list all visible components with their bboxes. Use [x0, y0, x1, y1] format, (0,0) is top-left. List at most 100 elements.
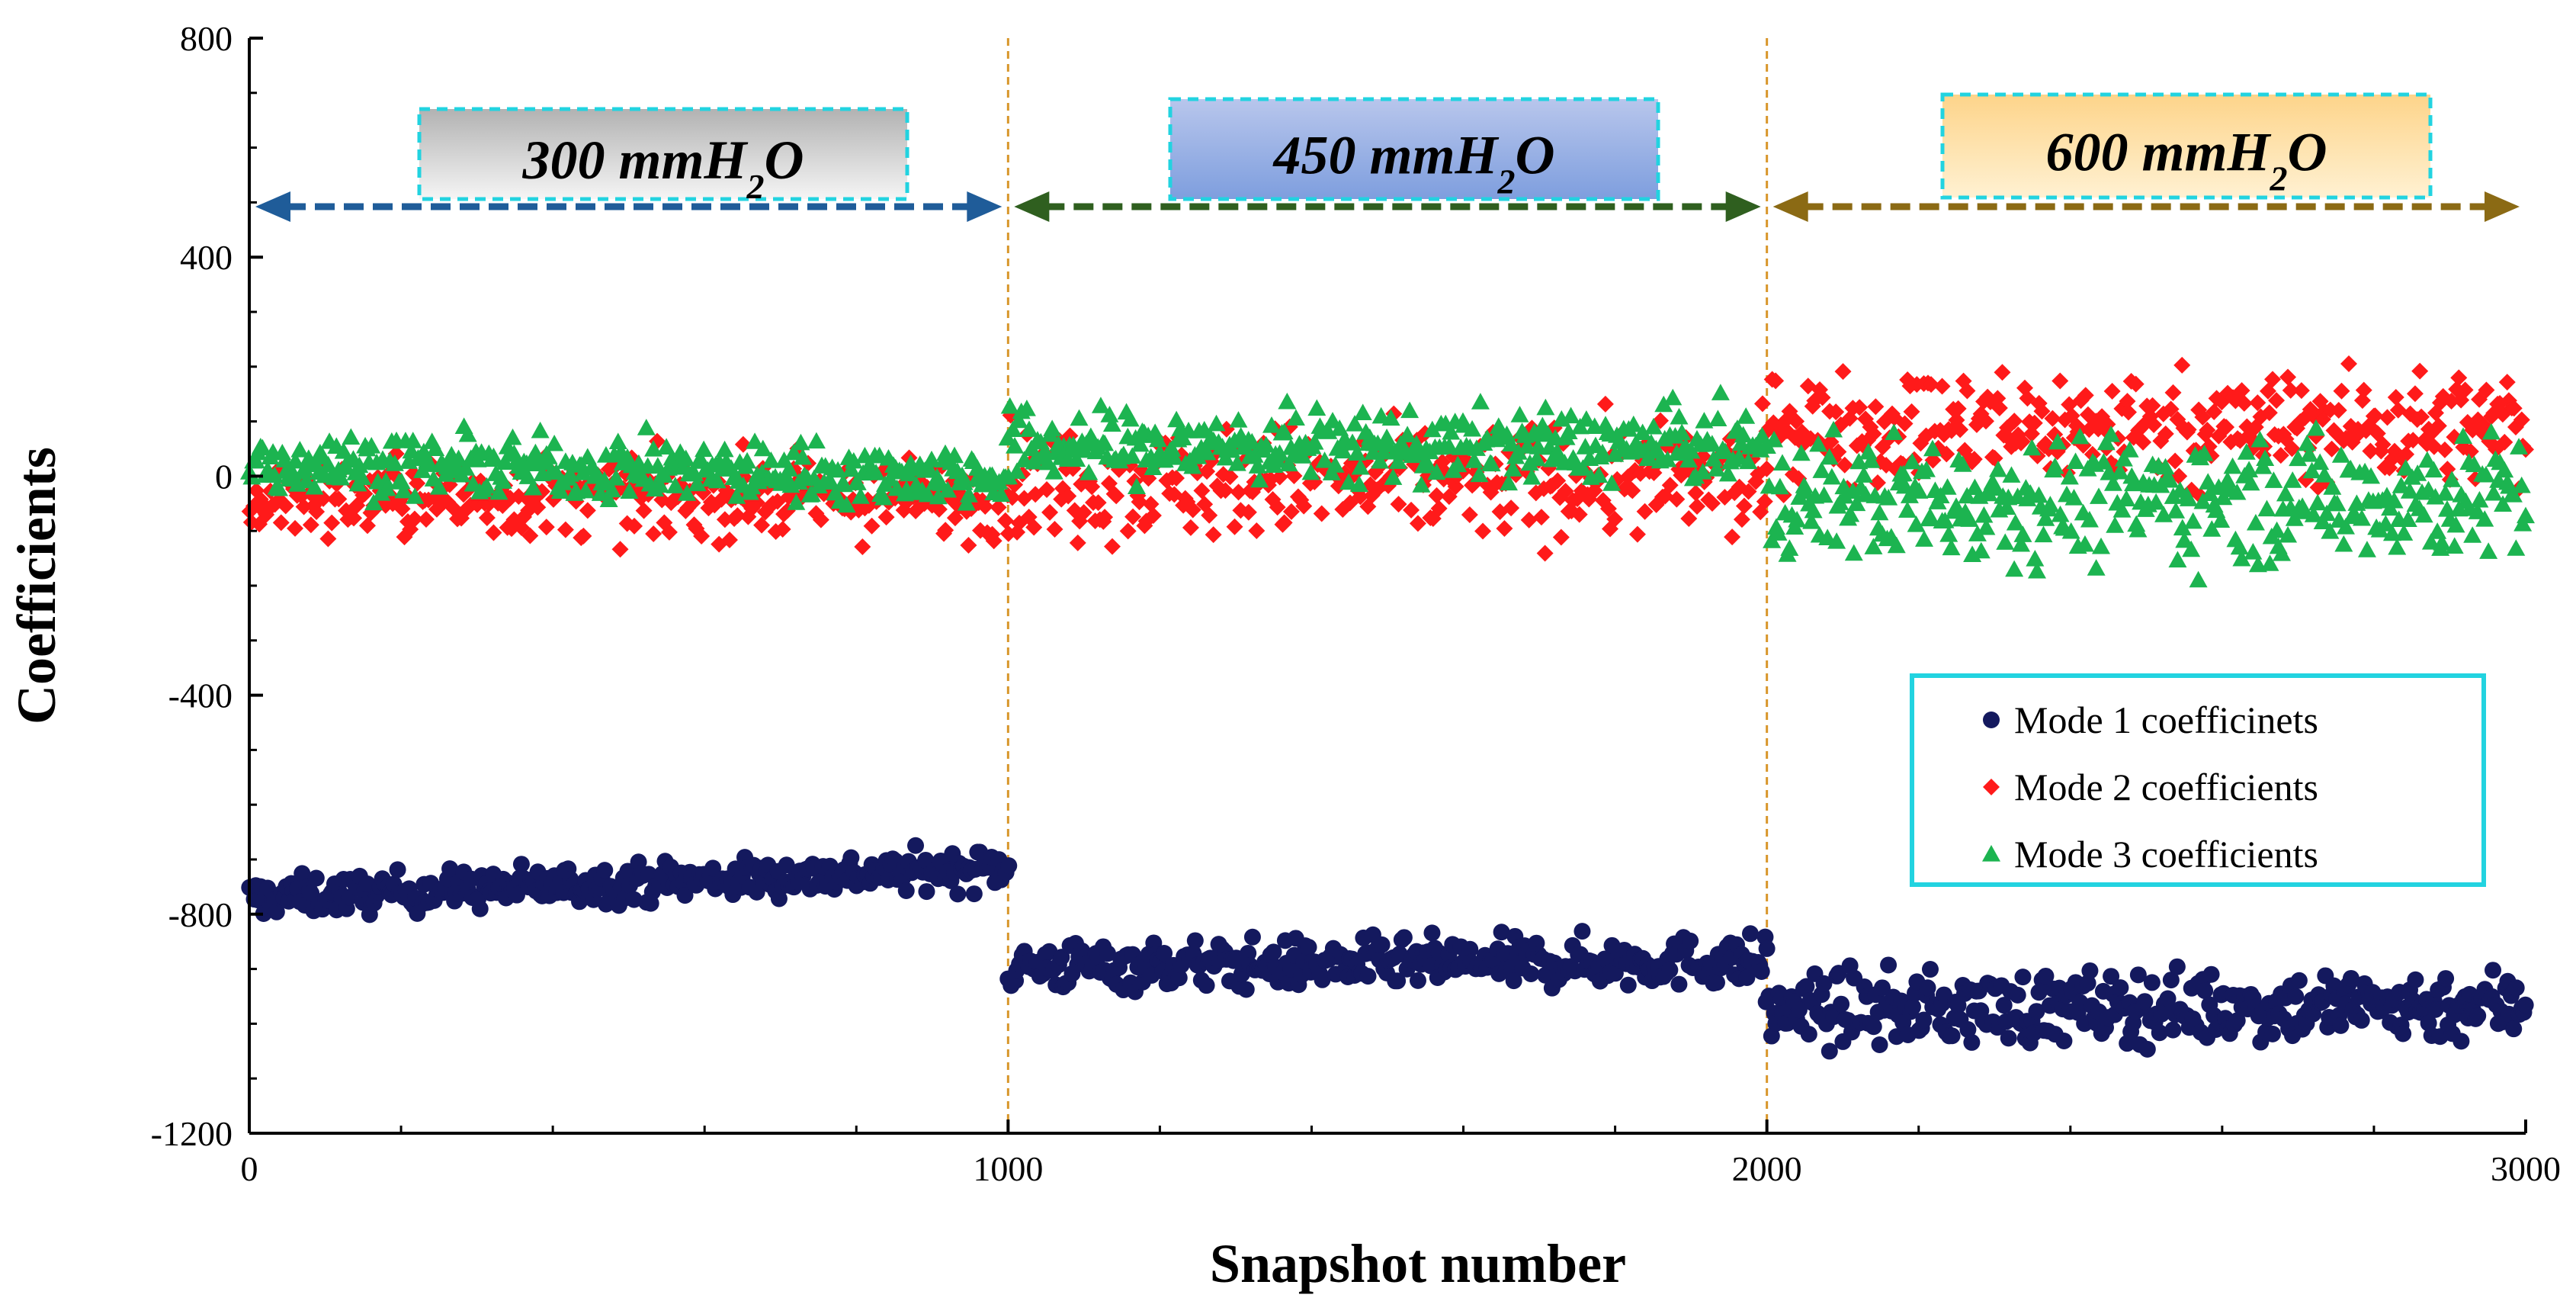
data-point [2129, 966, 2147, 984]
data-point [2452, 1033, 2470, 1050]
data-point [557, 521, 574, 538]
data-point [2081, 962, 2099, 979]
data-point [1502, 435, 1521, 451]
data-point [1520, 511, 1538, 528]
data-point [2164, 384, 2182, 401]
data-point [2235, 394, 2253, 412]
data-point [922, 450, 942, 467]
x-tick-label: 3000 [2491, 1149, 2561, 1188]
data-point [1313, 505, 1330, 522]
data-point [1373, 936, 1391, 953]
data-point [1505, 972, 1522, 990]
data-point [1682, 442, 1701, 459]
data-point [1991, 399, 2008, 416]
data-point [2462, 442, 2479, 460]
data-point [539, 448, 558, 464]
data-point [651, 476, 670, 493]
data-point [2103, 382, 2121, 400]
data-point [2469, 1007, 2487, 1024]
data-point [1046, 520, 1063, 538]
data-point [2318, 504, 2337, 522]
data-point [1278, 392, 1297, 410]
data-point [512, 856, 530, 873]
data-point [957, 493, 976, 511]
data-point [406, 510, 423, 528]
data-point [1423, 420, 1442, 438]
data-point [2311, 453, 2330, 471]
data-point [2436, 484, 2455, 501]
data-point [2334, 535, 2353, 552]
data-point [1624, 482, 1641, 500]
data-point [1687, 484, 1705, 502]
data-point [1102, 415, 1121, 432]
data-point [693, 528, 711, 545]
data-point [1900, 487, 1919, 503]
data-point [2366, 407, 2384, 425]
data-point [897, 480, 916, 497]
data-point [1000, 857, 1018, 875]
data-point [1624, 415, 1643, 432]
data-point [1753, 395, 1771, 413]
data-point [1792, 444, 1811, 461]
data-point [2263, 1025, 2281, 1042]
data-point [678, 484, 697, 501]
y-tick-label: 0 [215, 457, 233, 496]
data-point [392, 472, 411, 490]
data-point [2411, 362, 2429, 380]
y-axis-title: Coefficients [6, 447, 67, 724]
data-point [2400, 482, 2419, 499]
data-point [2233, 382, 2250, 400]
data-point [1695, 412, 1714, 429]
data-point [1108, 487, 1125, 505]
data-point [842, 460, 861, 477]
data-point [1887, 536, 1906, 554]
data-point [2321, 522, 2340, 539]
data-point [1894, 464, 1913, 482]
data-point [2407, 971, 2424, 988]
data-point [2202, 965, 2220, 983]
data-point [308, 503, 326, 520]
data-point [2446, 516, 2465, 533]
data-point [2353, 1011, 2370, 1029]
data-point [1851, 399, 1869, 416]
data-point [1079, 464, 1099, 480]
data-point [1833, 995, 1850, 1013]
data-point [2413, 408, 2430, 426]
data-point [1461, 940, 1479, 958]
data-point [1144, 458, 1163, 475]
data-point [707, 471, 727, 489]
data-point [1561, 406, 1580, 424]
data-point [1814, 486, 1833, 503]
data-point [2406, 385, 2424, 403]
data-point [1221, 468, 1239, 486]
data-point [1270, 444, 1289, 461]
data-point [1986, 449, 2003, 467]
data-point [1230, 483, 1247, 501]
data-point [1668, 490, 1686, 508]
y-tick-label: -1200 [151, 1114, 233, 1153]
data-point [626, 517, 643, 535]
data-point [990, 499, 1007, 516]
series-3 [240, 384, 2535, 588]
data-point [729, 507, 746, 525]
data-point [2002, 466, 2021, 483]
data-point [611, 541, 629, 558]
data-point [746, 432, 765, 449]
data-point [2128, 520, 2148, 538]
data-point [2456, 381, 2474, 399]
data-point [666, 477, 685, 493]
data-point [277, 497, 294, 515]
data-point [1590, 466, 1609, 483]
data-point [417, 510, 435, 528]
data-point [780, 460, 799, 477]
data-point [2157, 425, 2174, 442]
data-point [2013, 433, 2031, 451]
data-point [2382, 524, 2401, 541]
region-label-3: 600 mmH2O [2045, 122, 2327, 198]
arrow-head-right [967, 191, 1002, 222]
data-point [1464, 451, 1484, 468]
data-point [2168, 551, 2187, 568]
data-point [426, 439, 445, 457]
data-point [2144, 397, 2161, 414]
data-point [1639, 448, 1658, 465]
